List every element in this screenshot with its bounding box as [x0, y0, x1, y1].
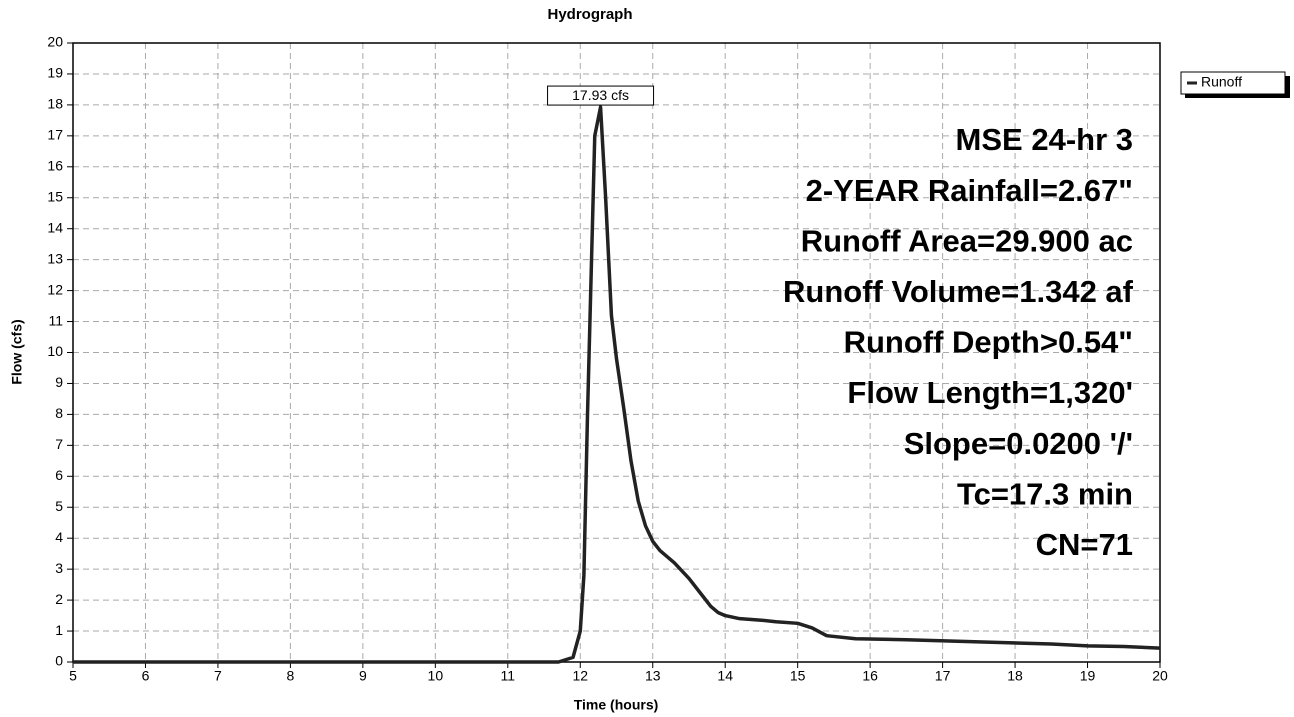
y-tick-label: 1 [55, 622, 63, 638]
x-tick-label: 16 [862, 668, 878, 684]
x-tick-label: 17 [935, 668, 951, 684]
y-tick-label: 17 [47, 127, 63, 143]
annotation: MSE 24-hr 3 [956, 122, 1133, 157]
x-tick-label: 15 [790, 668, 806, 684]
x-tick-label: 11 [501, 668, 516, 684]
x-tick-label: 18 [1007, 668, 1023, 684]
x-tick-label: 12 [572, 668, 588, 684]
y-tick-label: 8 [55, 405, 63, 421]
x-tick-label: 10 [428, 668, 444, 684]
x-tick-label: 7 [214, 668, 222, 684]
y-tick-label: 6 [55, 467, 63, 483]
y-tick-label: 11 [48, 312, 63, 328]
annotation: Tc=17.3 min [957, 476, 1133, 511]
x-tick-label: 14 [717, 668, 733, 684]
y-tick-label: 7 [55, 436, 63, 452]
y-tick-label: 3 [55, 560, 63, 576]
annotation: Runoff Depth>0.54" [844, 325, 1133, 360]
y-tick-label: 9 [55, 374, 63, 390]
y-tick-label: 2 [55, 591, 63, 607]
y-tick-label: 19 [47, 65, 63, 81]
annotation: Runoff Volume=1.342 af [783, 274, 1134, 309]
x-tick-label: 13 [645, 668, 661, 684]
x-tick-label: 9 [359, 668, 367, 684]
plot-frame [72, 42, 1161, 663]
peak-label: 17.93 cfs [572, 87, 629, 103]
peak-label-box [547, 85, 655, 106]
annotation: Runoff Area=29.900 ac [801, 223, 1133, 258]
y-tick-label: 14 [47, 219, 63, 235]
chart-title: Hydrograph [547, 6, 632, 23]
y-tick-label: 18 [47, 96, 63, 112]
y-tick-label: 15 [47, 188, 63, 204]
x-tick-label: 19 [1080, 668, 1096, 684]
y-tick-label: 20 [47, 34, 63, 50]
y-tick-label: 0 [55, 653, 63, 669]
y-tick-label: 5 [55, 498, 63, 514]
annotation: CN=71 [1036, 527, 1133, 562]
legend-label: Runoff [1201, 74, 1242, 90]
annotation: 2-YEAR Rainfall=2.67" [806, 173, 1133, 208]
x-tick-label: 20 [1152, 668, 1168, 684]
annotation: Flow Length=1,320' [847, 375, 1133, 410]
x-tick-label: 5 [69, 668, 77, 684]
legend-box [1180, 71, 1286, 95]
y-tick-label: 10 [47, 343, 63, 359]
y-tick-label: 12 [47, 281, 63, 297]
annotation: Slope=0.0200 '/' [904, 426, 1133, 461]
y-tick-label: 16 [47, 158, 63, 174]
y-tick-label: 13 [47, 250, 63, 266]
x-axis-label: Time (hours) [574, 697, 659, 713]
x-tick-label: 8 [287, 668, 295, 684]
x-tick-label: 6 [142, 668, 150, 684]
series-line [73, 105, 1161, 664]
y-tick-label: 4 [55, 529, 63, 545]
y-axis-label: Flow (cfs) [9, 319, 25, 384]
